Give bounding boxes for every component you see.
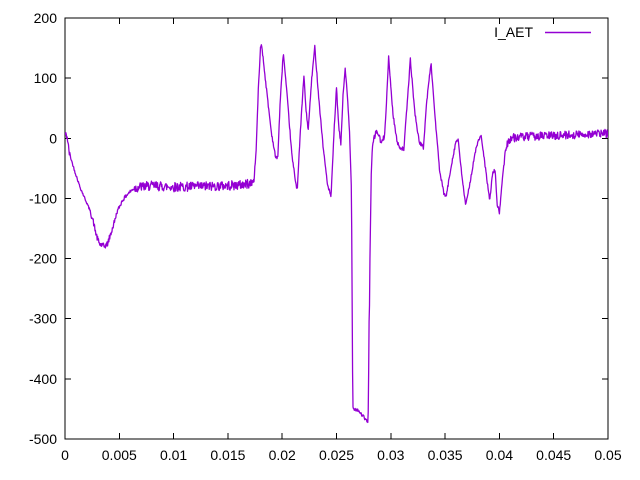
series-line-i-aet	[65, 44, 608, 424]
y-tick-label: -400	[29, 371, 57, 387]
x-tick-label: 0.02	[269, 447, 296, 463]
axis-ticks	[64, 17, 609, 440]
y-tick-label: -300	[29, 311, 57, 327]
y-tick-label: 100	[34, 70, 58, 86]
series-group	[65, 44, 608, 424]
axis-tick-labels: 0 0.005 0.01 0.015 0.02 0.025 0.03 0.035 0.04 0.0…	[29, 10, 622, 463]
x-tick-label: 0.01	[160, 447, 187, 463]
x-tick-label: 0.05	[594, 447, 621, 463]
y-tick-label: -500	[29, 431, 57, 447]
y-tick-label: -200	[29, 251, 57, 267]
x-tick-label: 0.025	[319, 447, 354, 463]
plot-border	[64, 17, 609, 440]
x-tick-label: 0.045	[536, 447, 571, 463]
y-tick-label: 0	[49, 130, 57, 146]
y-tick-label: 200	[34, 10, 58, 26]
x-tick-label: 0.005	[102, 447, 137, 463]
legend: I_AET	[494, 24, 591, 40]
x-tick-label: 0.035	[428, 447, 463, 463]
x-tick-label: 0.03	[377, 447, 404, 463]
legend-label: I_AET	[494, 24, 533, 40]
y-tick-label: -100	[29, 190, 57, 206]
x-tick-label: 0	[61, 447, 69, 463]
x-tick-label: 0.015	[210, 447, 245, 463]
x-tick-label: 0.04	[486, 447, 513, 463]
